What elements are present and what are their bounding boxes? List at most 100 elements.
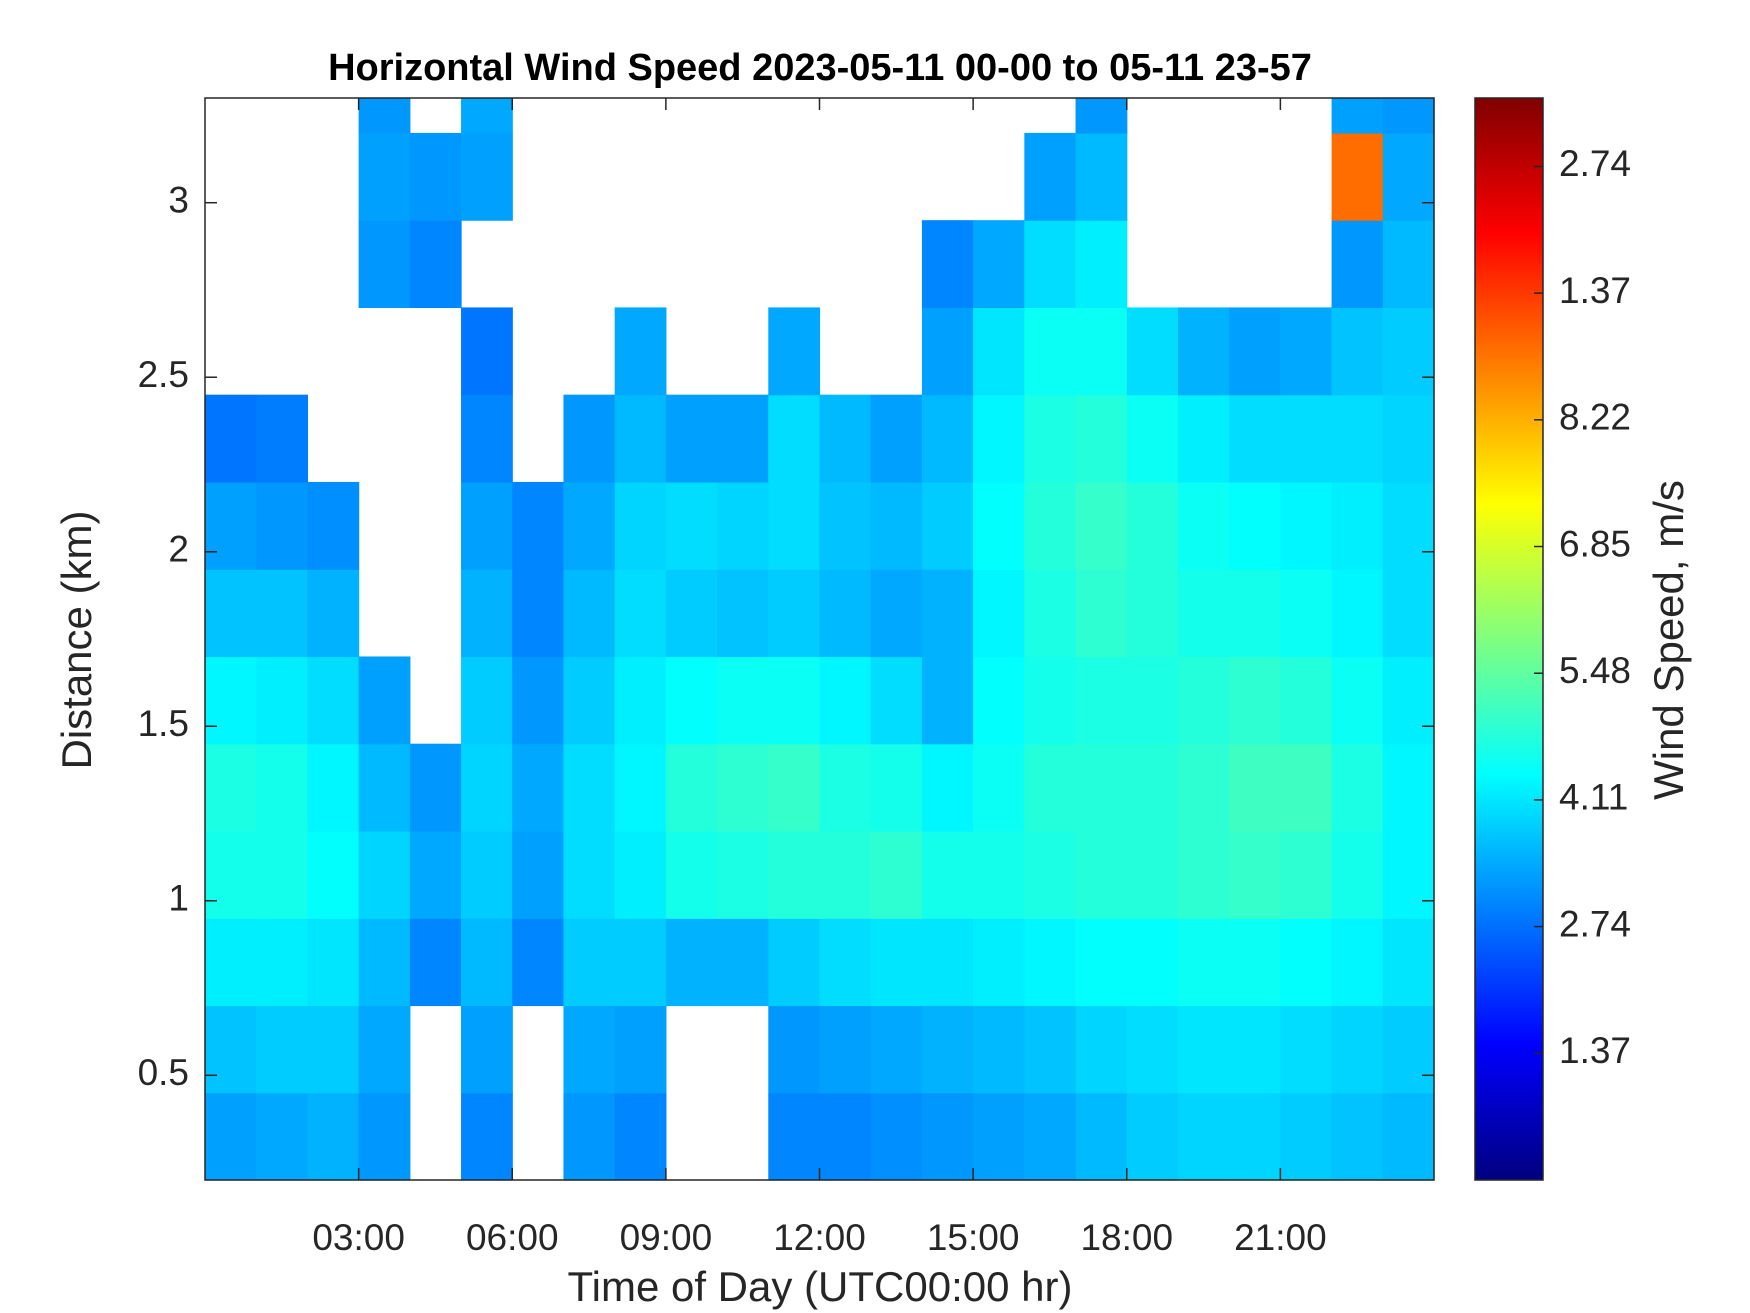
- heat-cell: [819, 394, 872, 483]
- heat-cell: [512, 569, 565, 658]
- heat-cell: [768, 830, 821, 919]
- heat-cell: [1229, 918, 1281, 1007]
- heat-cell: [256, 743, 309, 832]
- heat-cell: [1382, 307, 1435, 396]
- heat-cell: [614, 656, 667, 745]
- heat-cell: [1382, 743, 1435, 832]
- heat-cell: [1280, 743, 1333, 832]
- heat-cell: [1177, 1005, 1230, 1094]
- heat-cell: [921, 743, 974, 832]
- heat-cell: [205, 1092, 257, 1181]
- heat-cell: [973, 743, 1025, 832]
- heat-cell: [768, 1092, 821, 1181]
- heat-cell: [614, 569, 667, 658]
- heat-cell: [870, 743, 923, 832]
- heat-cell: [512, 743, 565, 832]
- heat-cell: [768, 743, 821, 832]
- heat-cell: [512, 656, 565, 745]
- heat-cell: [870, 1092, 923, 1181]
- heat-cell: [358, 1092, 411, 1181]
- heat-cell: [461, 1005, 513, 1094]
- heat-cell: [512, 481, 565, 570]
- heat-cell: [358, 656, 411, 745]
- heat-cell: [973, 656, 1025, 745]
- heat-cell: [461, 307, 513, 396]
- heat-cell: [870, 830, 923, 919]
- heat-cell: [1126, 307, 1179, 396]
- heat-cell: [563, 1092, 616, 1181]
- heat-cell: [1331, 132, 1384, 221]
- y-tick-label: 1.5: [138, 703, 189, 744]
- heat-cell: [665, 830, 718, 919]
- colorbar-tick-label: 1.37: [1559, 270, 1631, 311]
- heat-cell: [409, 220, 462, 309]
- heat-cell: [665, 569, 718, 658]
- heat-cell: [256, 481, 309, 570]
- heat-cell: [563, 1005, 616, 1094]
- heat-cell: [1331, 98, 1384, 134]
- heat-cell: [1024, 1005, 1077, 1094]
- heat-cell: [307, 743, 360, 832]
- heat-cell: [1075, 1005, 1128, 1094]
- heat-cell: [973, 307, 1025, 396]
- heat-cell: [819, 918, 872, 1007]
- heat-cell: [1075, 481, 1128, 570]
- heat-cell: [1126, 569, 1179, 658]
- heat-cell: [768, 656, 821, 745]
- heat-cell: [205, 1005, 257, 1094]
- colorbar-tick-label: 6.85: [1559, 523, 1631, 564]
- heat-cell: [1229, 1092, 1281, 1181]
- heat-cell: [1024, 220, 1077, 309]
- heat-cell: [461, 481, 513, 570]
- heat-cell: [1229, 743, 1281, 832]
- heat-cell: [614, 830, 667, 919]
- heat-cell: [256, 656, 309, 745]
- heat-cell: [1229, 481, 1281, 570]
- heat-cell: [1126, 394, 1179, 483]
- heat-cell: [921, 394, 974, 483]
- heat-cell: [973, 918, 1025, 1007]
- colorbar-label: Wind Speed, m/s: [1645, 480, 1692, 800]
- heat-cell: [1280, 307, 1333, 396]
- heat-cell: [1280, 830, 1333, 919]
- heat-cell: [1280, 1092, 1333, 1181]
- heat-cell: [1024, 1092, 1077, 1181]
- heat-cell: [1024, 307, 1077, 396]
- heat-cell: [256, 394, 309, 483]
- heat-cell: [1075, 918, 1128, 1007]
- heat-cell: [1075, 220, 1128, 309]
- heat-cell: [921, 307, 974, 396]
- heat-cell: [1177, 569, 1230, 658]
- heat-cell: [921, 569, 974, 658]
- heat-cell: [819, 1092, 872, 1181]
- heat-cell: [1024, 569, 1077, 658]
- heat-cell: [307, 830, 360, 919]
- heat-cell: [563, 918, 616, 1007]
- heat-cell: [1075, 307, 1128, 396]
- heat-cell: [256, 569, 309, 658]
- heat-cell: [1177, 656, 1230, 745]
- heat-cell: [1126, 743, 1179, 832]
- heat-cell: [1229, 394, 1281, 483]
- heat-cell: [358, 98, 411, 134]
- heat-cell: [1331, 918, 1384, 1007]
- heat-cell: [870, 918, 923, 1007]
- heat-cell: [1075, 569, 1128, 658]
- x-tick-label: 06:00: [466, 1217, 559, 1258]
- heat-cell: [1280, 918, 1333, 1007]
- heat-cell: [870, 656, 923, 745]
- heat-cell: [819, 481, 872, 570]
- heat-cell: [409, 918, 462, 1007]
- chart-title: Horizontal Wind Speed 2023-05-11 00-00 t…: [328, 47, 1312, 89]
- heat-cell: [1331, 743, 1384, 832]
- heat-cell: [768, 569, 821, 658]
- heat-cell: [921, 830, 974, 919]
- heat-cell: [1229, 656, 1281, 745]
- heat-cell: [1280, 656, 1333, 745]
- x-tick-label: 21:00: [1234, 1217, 1327, 1258]
- x-axis-label: Time of Day (UTC00:00 hr): [568, 1263, 1073, 1310]
- heat-cell: [358, 918, 411, 1007]
- heat-cell: [563, 830, 616, 919]
- heat-cell: [614, 1092, 667, 1181]
